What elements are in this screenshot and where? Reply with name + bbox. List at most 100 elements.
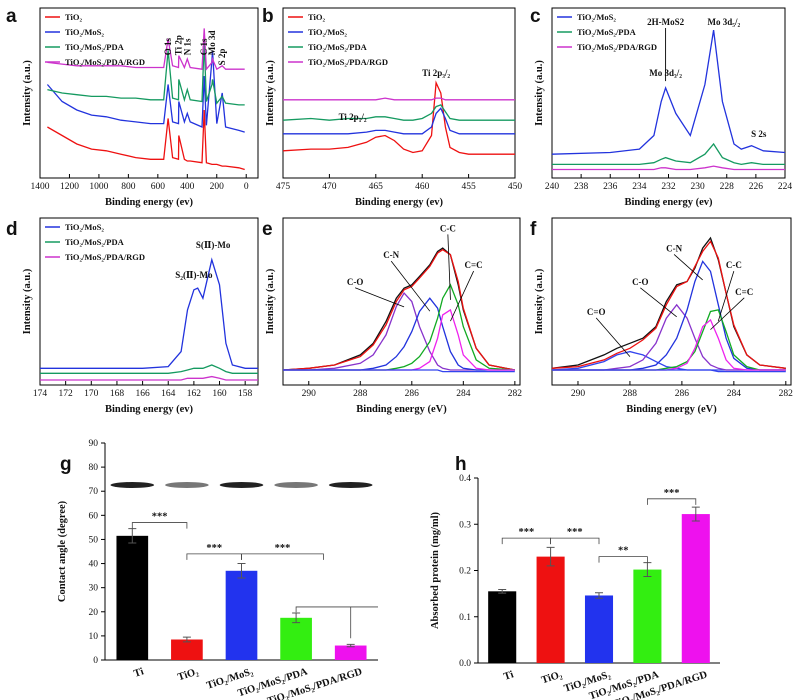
droplet-image bbox=[274, 482, 318, 488]
error-bar bbox=[643, 562, 652, 578]
spectrum-line bbox=[47, 41, 245, 106]
x-tick-label: 286 bbox=[405, 389, 420, 399]
plot-frame bbox=[39, 7, 259, 179]
x-tick-label: 168 bbox=[110, 389, 125, 399]
panel-letter: b bbox=[262, 6, 274, 27]
x-tick-label: 224 bbox=[778, 182, 793, 192]
error-bar bbox=[346, 643, 355, 648]
x-tick-label: 172 bbox=[59, 389, 74, 399]
x-tick-label: 475 bbox=[276, 182, 291, 192]
x-tick-label: 164 bbox=[161, 389, 176, 399]
plot-frame bbox=[39, 217, 259, 386]
significance-bracket bbox=[647, 498, 697, 505]
spectrum-line bbox=[47, 28, 245, 71]
x-tick-label: 284 bbox=[727, 389, 742, 399]
x-tick-label: 166 bbox=[135, 389, 150, 399]
panel-b: b Intensity (a.u.) 475 470 465 460 455 450 Bindi… bbox=[262, 6, 522, 208]
significance-label: ** bbox=[618, 546, 629, 557]
bar bbox=[225, 570, 258, 660]
spectrum-line bbox=[46, 50, 245, 133]
significance-bracket bbox=[598, 556, 648, 563]
error-bar bbox=[182, 636, 191, 643]
y-tick-label: 60 bbox=[89, 511, 99, 521]
spectrum-line bbox=[552, 142, 785, 166]
legend-label: TiO₂/MoS₂ bbox=[65, 27, 104, 37]
x-tick-label: TiO₂ bbox=[540, 669, 563, 686]
spectrum-line bbox=[552, 318, 786, 371]
bar bbox=[488, 591, 517, 663]
peak-label: C-N bbox=[383, 250, 399, 260]
y-axis-label: Intensity (a.u.) bbox=[22, 268, 33, 334]
spectrum-line bbox=[282, 80, 515, 155]
significance-bracket bbox=[550, 537, 600, 545]
x-axis-label: Binding energy (eV) bbox=[356, 404, 447, 415]
x-tick-label: 286 bbox=[675, 389, 690, 399]
bar bbox=[536, 556, 565, 663]
y-tick-label: 0.4 bbox=[459, 474, 471, 484]
x-tick-label: 1000 bbox=[89, 182, 108, 192]
droplet-image bbox=[110, 482, 155, 488]
peak-arrow bbox=[595, 317, 631, 357]
x-tick-label: 455 bbox=[461, 182, 476, 192]
y-tick-label: 0.0 bbox=[459, 659, 471, 669]
x-tick-label: 240 bbox=[545, 182, 560, 192]
legend-label: TiO₂/MoS₂/PDA/RGD bbox=[308, 57, 388, 67]
legend-label: TiO₂/MoS₂ bbox=[577, 12, 616, 22]
bar bbox=[116, 535, 149, 660]
legend-label: TiO₂/MoS₂/PDA/RGD bbox=[577, 42, 657, 52]
error-bar bbox=[691, 506, 700, 522]
x-tick-label: Ti bbox=[502, 669, 515, 682]
peak-label: C=C bbox=[735, 287, 753, 297]
panel-letter: d bbox=[6, 219, 18, 240]
y-axis-label: Intensity (a.u.) bbox=[22, 60, 33, 126]
y-tick-label: 30 bbox=[89, 584, 99, 594]
annotation: Ti 2p₃/₂ bbox=[422, 68, 450, 78]
peak-arrow bbox=[354, 287, 405, 308]
panel-h: h Absorbed protein (mg/ml) 0.0 0.1 0.2 0.3 0.4… bbox=[430, 454, 720, 700]
spectrum-line bbox=[283, 107, 515, 135]
droplet-image bbox=[219, 482, 264, 488]
significance-label: *** bbox=[275, 543, 291, 554]
legend-label: TiO₂/MoS₂/PDA/RGD bbox=[65, 252, 145, 262]
x-tick-label: TiO₂ bbox=[176, 666, 199, 683]
x-axis-label: Binding energy (ev) bbox=[355, 197, 444, 208]
peak-arrow bbox=[390, 260, 431, 312]
y-axis-label: Absorbed protein (mg/ml) bbox=[430, 511, 441, 629]
x-tick-label: 465 bbox=[369, 182, 384, 192]
error-bar bbox=[237, 563, 246, 579]
legend-label: TiO₂/MoS₂/PDA bbox=[308, 42, 368, 52]
x-tick-label: 170 bbox=[84, 389, 99, 399]
annotation: O 1s bbox=[163, 37, 173, 55]
plot-frame bbox=[282, 217, 521, 386]
peak-label: C-N bbox=[666, 243, 682, 253]
bar bbox=[280, 617, 312, 660]
annotation: N 1s bbox=[182, 38, 192, 55]
plot-frame bbox=[551, 217, 792, 386]
spectrum-line bbox=[552, 369, 786, 373]
legend-label: TiO₂/MoS₂/PDA bbox=[577, 27, 637, 37]
x-tick-label: 232 bbox=[661, 182, 676, 192]
annotation: Mo 3d₅/₂ bbox=[708, 17, 741, 27]
x-tick-label: 600 bbox=[151, 182, 166, 192]
spectrum-line bbox=[282, 104, 515, 121]
x-tick-label: 200 bbox=[210, 182, 225, 192]
y-axis-label: Intensity (a.u.) bbox=[534, 268, 545, 334]
panel-f: f Intensity (a.u.) 290 288 286 284 282 Binding … bbox=[530, 217, 793, 415]
x-tick-label: 288 bbox=[353, 389, 368, 399]
spectrum-line bbox=[283, 308, 515, 371]
peak-arrow bbox=[640, 287, 677, 318]
spectrum-line bbox=[552, 165, 785, 171]
error-bar bbox=[546, 546, 555, 567]
x-tick-label: 450 bbox=[508, 182, 523, 192]
error-bar bbox=[595, 592, 603, 599]
spectrum-line bbox=[283, 369, 515, 373]
panel-letter: a bbox=[6, 6, 17, 27]
panel-letter: g bbox=[60, 454, 72, 475]
spectrum-line bbox=[40, 257, 258, 369]
bar bbox=[584, 595, 614, 663]
y-tick-label: 0.3 bbox=[459, 520, 471, 530]
annotation: Mo 3d bbox=[207, 30, 217, 55]
y-tick-label: 20 bbox=[89, 608, 99, 618]
y-tick-label: 80 bbox=[89, 463, 99, 473]
